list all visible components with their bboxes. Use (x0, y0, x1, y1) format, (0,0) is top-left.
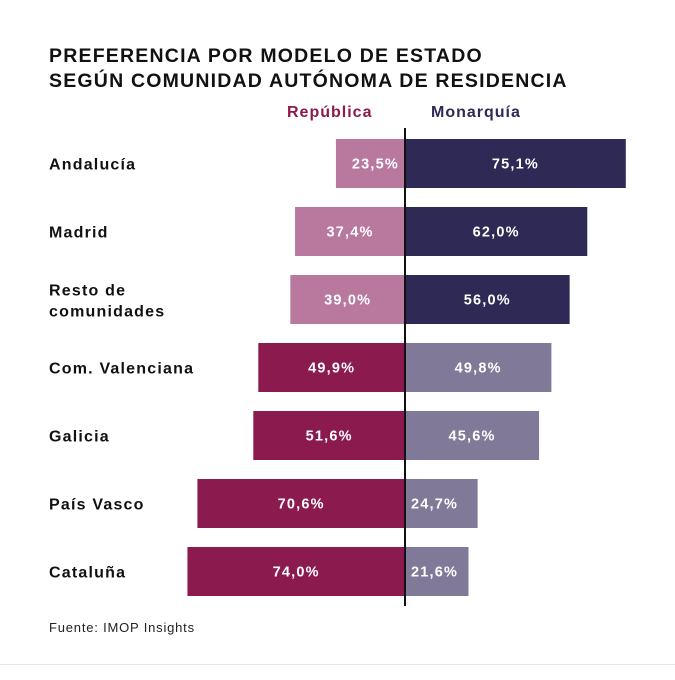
value-label-republica: 70,6% (278, 497, 325, 513)
bar-monarquia (405, 139, 626, 188)
value-label-monarquia: 62,0% (473, 225, 520, 241)
category-label: País Vasco (49, 497, 145, 514)
bar-republica (253, 411, 405, 460)
value-label-monarquia: 45,6% (448, 429, 495, 445)
bar-republica (295, 207, 405, 256)
category-label: Cataluña (49, 565, 126, 582)
category-label: Resto de comunidades (49, 283, 165, 321)
value-label-republica: 74,0% (273, 565, 320, 581)
bar-republica (187, 547, 405, 596)
bar-monarquia (405, 411, 540, 460)
category-label: Madrid (49, 225, 109, 242)
chart-title-line-2: SEGÚN COMUNIDAD AUTÓNOMA DE RESIDENCIA (49, 70, 568, 92)
bar-republica (258, 343, 405, 392)
value-label-monarquia: 56,0% (464, 293, 511, 309)
value-label-monarquia: 21,6% (411, 565, 458, 581)
legend-republica: República (287, 104, 373, 121)
category-label: Galicia (49, 429, 110, 446)
category-label-line: comunidades (49, 304, 165, 321)
chart-title-line-1: PREFERENCIA POR MODELO DE ESTADO (49, 45, 483, 67)
category-label: Andalucía (49, 157, 136, 174)
value-label-republica: 23,5% (352, 157, 399, 173)
category-label: Com. Valenciana (49, 361, 194, 378)
value-label-monarquia: 49,8% (455, 361, 502, 377)
bar-monarquia (405, 479, 478, 528)
source-note: Fuente: IMOP Insights (49, 620, 195, 635)
chart-title: PREFERENCIA POR MODELO DE ESTADO SEGÚN C… (49, 44, 568, 94)
value-label-republica: 39,0% (324, 293, 371, 309)
bar-republica (197, 479, 405, 528)
bar-republica (335, 139, 405, 188)
legend-monarquia: Monarquía (431, 104, 521, 121)
category-label-line: Resto de (49, 283, 126, 300)
bar-monarquia (405, 275, 570, 324)
bar-monarquia (405, 207, 588, 256)
bar-republica (290, 275, 405, 324)
value-label-republica: 51,6% (306, 429, 353, 445)
value-label-monarquia: 24,7% (411, 497, 458, 513)
bar-monarquia (405, 343, 552, 392)
value-label-republica: 49,9% (308, 361, 355, 377)
value-label-republica: 37,4% (326, 225, 373, 241)
bar-monarquia (405, 547, 469, 596)
bottom-divider (0, 664, 675, 665)
value-label-monarquia: 75,1% (492, 157, 539, 173)
